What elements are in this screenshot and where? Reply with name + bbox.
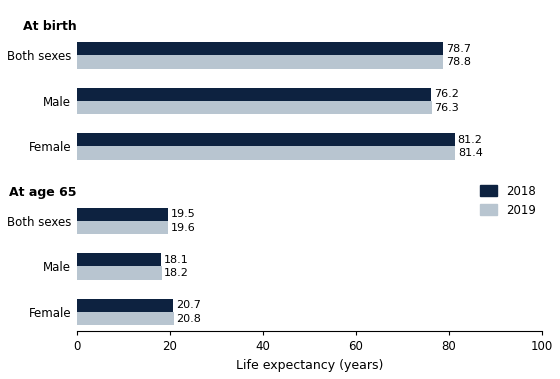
Text: 20.8: 20.8 [176,314,201,324]
Bar [77,146,455,160]
Text: 18.1: 18.1 [164,255,189,265]
Text: 20.7: 20.7 [176,301,201,310]
Bar [77,221,168,234]
Text: At age 65: At age 65 [9,186,76,199]
Text: 19.5: 19.5 [170,209,195,219]
Bar [77,266,161,280]
Text: At birth: At birth [22,20,76,33]
Bar [77,133,455,146]
Text: 81.4: 81.4 [458,148,483,158]
X-axis label: Life expectancy (years): Life expectancy (years) [236,359,383,372]
Bar [77,42,443,55]
Bar [77,88,431,101]
Text: 76.3: 76.3 [435,103,459,113]
Text: 76.2: 76.2 [434,89,459,99]
Bar [77,55,444,69]
Text: 78.8: 78.8 [446,57,471,67]
Text: 78.7: 78.7 [446,44,470,54]
Text: 19.6: 19.6 [171,222,195,233]
Bar [77,253,161,266]
Bar [77,208,167,221]
Text: 18.2: 18.2 [164,268,189,278]
Legend: 2018, 2019: 2018, 2019 [480,185,536,217]
Bar [77,101,432,114]
Bar [77,299,173,312]
Bar [77,312,174,325]
Text: 81.2: 81.2 [458,135,482,145]
